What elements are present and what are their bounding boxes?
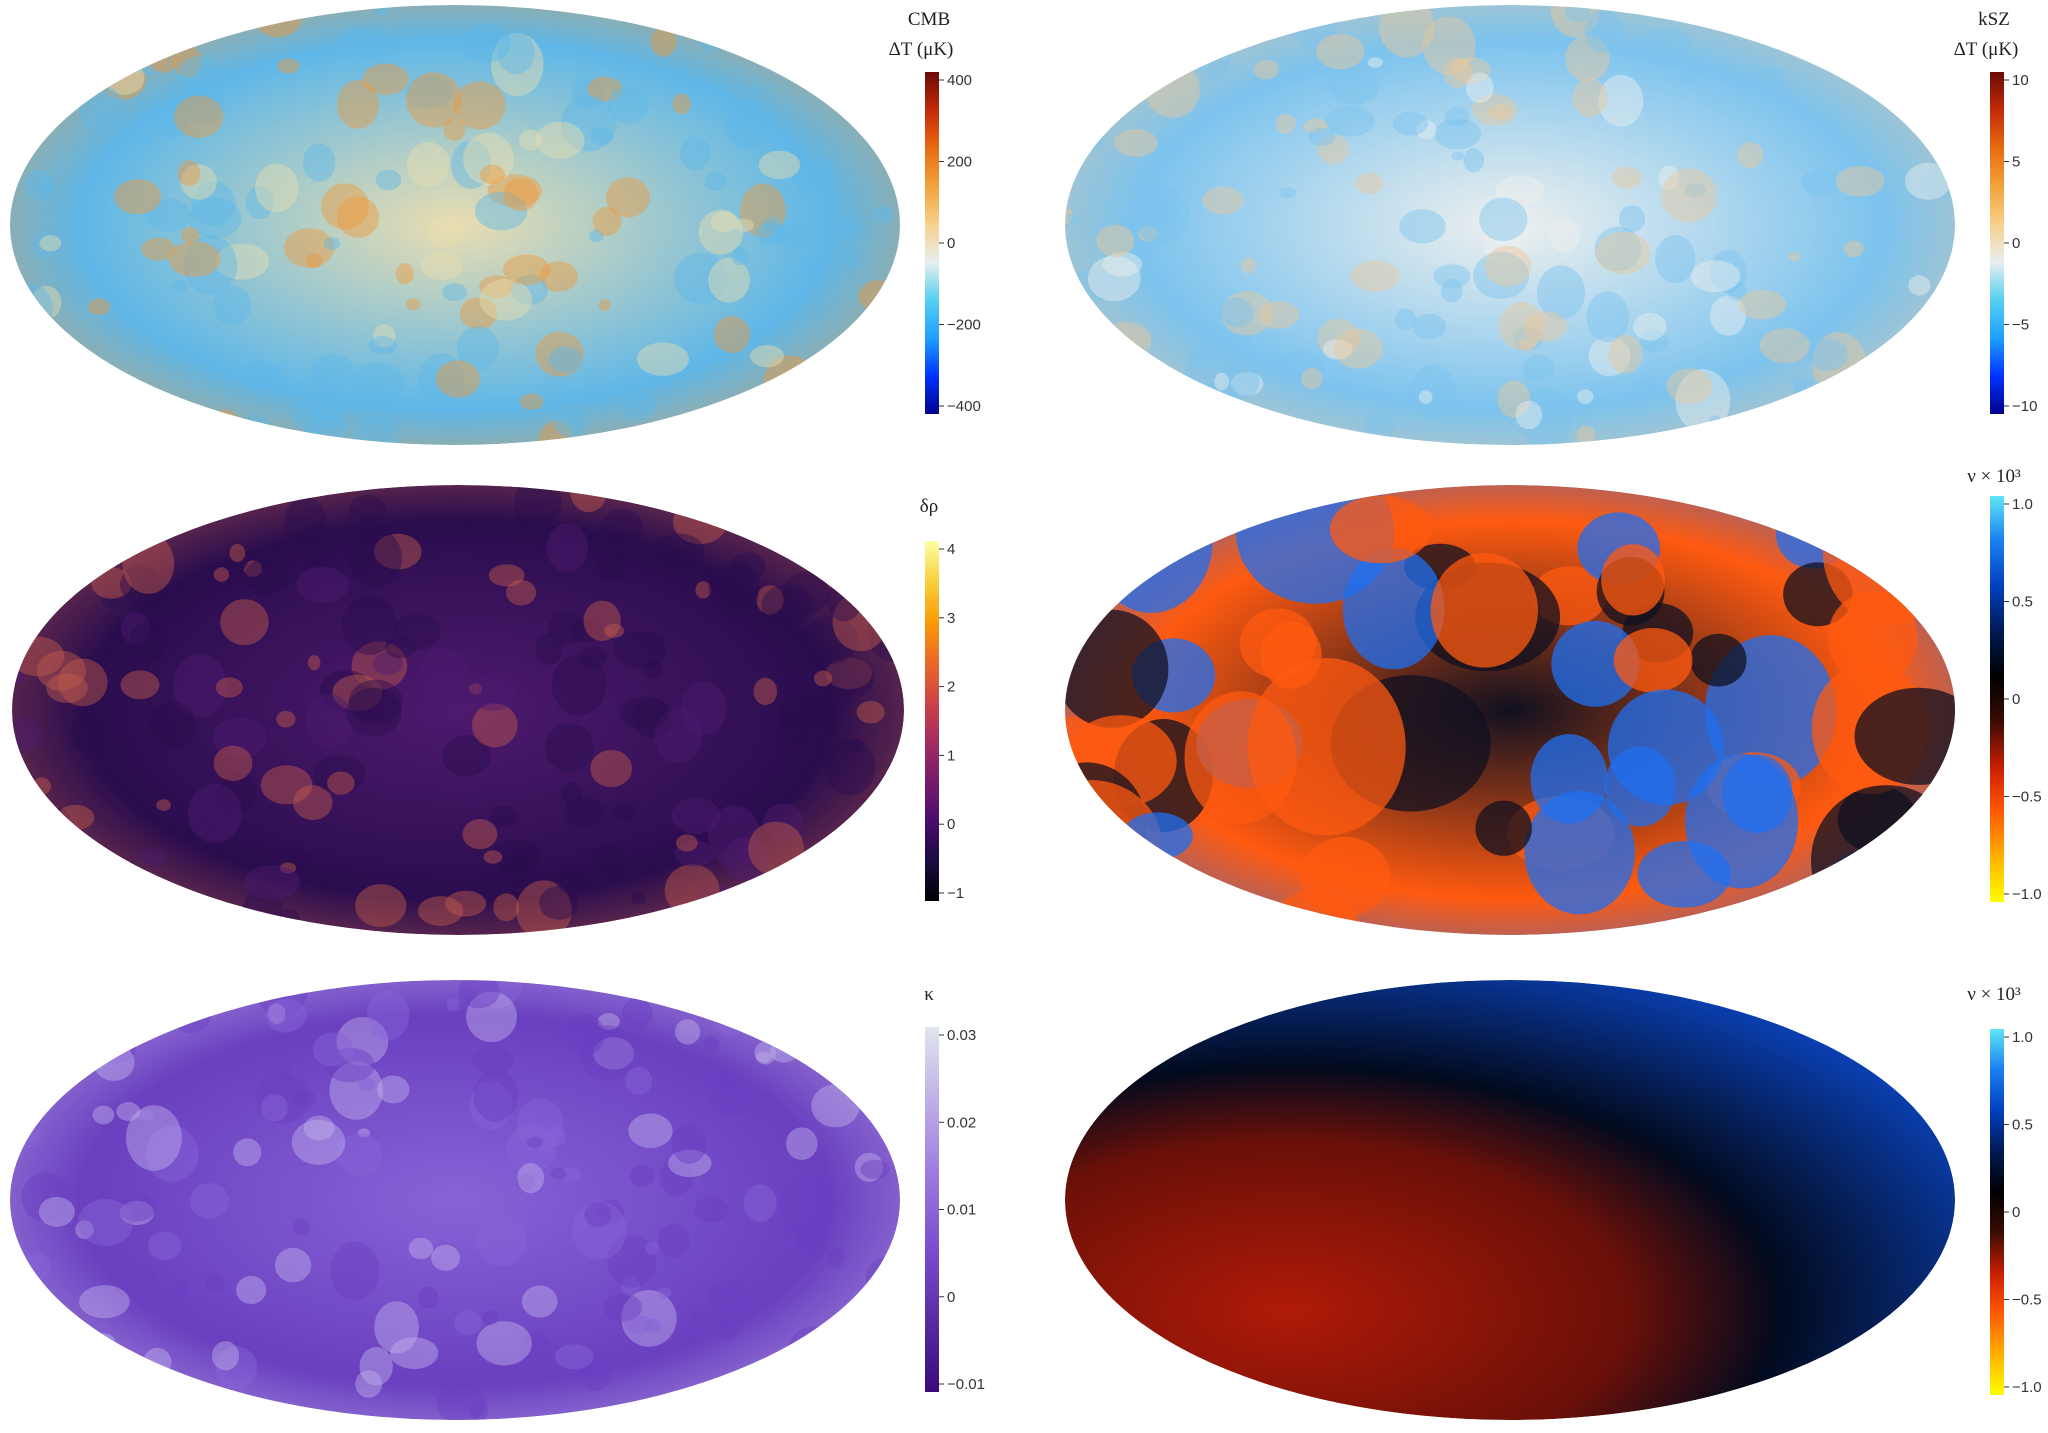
kappa-sky-map bbox=[10, 980, 900, 1420]
nu1-tick-label: 0.5 bbox=[2012, 594, 2033, 611]
ksz-colorbar: kSZ ΔT (μK) 10 5 0 −5 −10 bbox=[1954, 9, 2038, 415]
kappa-tick-label: 0.03 bbox=[947, 1027, 976, 1044]
nu1-tick-label: −1.0 bbox=[2012, 886, 2042, 903]
nu2-tick-label: −1.0 bbox=[2012, 1379, 2042, 1396]
density-sky-map bbox=[12, 485, 904, 935]
nu2-tick-label: 0.5 bbox=[2012, 1117, 2033, 1134]
ksz-tick-label: 10 bbox=[2012, 72, 2029, 89]
ksz-colorbar-unit: ΔT (μK) bbox=[1954, 39, 2019, 60]
density-tick-label: 2 bbox=[947, 679, 955, 696]
cmb-colorbar-unit: ΔT (μK) bbox=[889, 39, 954, 60]
nu2-tick-label: 0 bbox=[2012, 1204, 2020, 1221]
cmb-tick-label: 200 bbox=[947, 154, 972, 171]
nu2-panel: ν × 10³ 1.0 0.5 0 −0.5 −1.0 bbox=[1065, 980, 2042, 1420]
nu2-colorbar: ν × 10³ 1.0 0.5 0 −0.5 −1.0 bbox=[1967, 984, 2041, 1396]
density-tick-label: −1 bbox=[947, 885, 964, 902]
ksz-sky-map bbox=[1065, 5, 1955, 445]
density-panel: δρ 4 3 2 1 0 −1 bbox=[12, 485, 964, 935]
ksz-panel: kSZ ΔT (μK) 10 5 0 −5 −10 bbox=[1065, 5, 2038, 445]
ksz-tick-label: 5 bbox=[2012, 154, 2020, 171]
nu2-tick-label: 1.0 bbox=[2012, 1029, 2033, 1046]
density-colorbar: δρ 4 3 2 1 0 −1 bbox=[920, 496, 964, 902]
nu1-colorbar: ν × 10³ 1.0 0.5 0 −0.5 −1.0 bbox=[1967, 466, 2041, 903]
kappa-tick-label: 0.01 bbox=[947, 1202, 976, 1219]
cmb-tick-label: 400 bbox=[947, 72, 972, 89]
nu1-sky-map bbox=[1065, 485, 1955, 935]
nu1-tick-label: 1.0 bbox=[2012, 496, 2033, 513]
density-tick-label: 0 bbox=[947, 816, 955, 833]
density-tick-label: 3 bbox=[947, 610, 955, 627]
density-tick-label: 1 bbox=[947, 747, 955, 764]
kappa-tick-label: 0 bbox=[947, 1289, 955, 1306]
density-tick-label: 4 bbox=[947, 541, 955, 558]
nu1-colorbar-title: ν × 10³ bbox=[1967, 466, 2021, 487]
nu1-panel: ν × 10³ 1.0 0.5 0 −0.5 −1.0 bbox=[1065, 466, 2042, 935]
cmb-tick-label: 0 bbox=[947, 235, 955, 252]
ksz-colorbar-title: kSZ bbox=[1978, 9, 2010, 30]
ksz-tick-label: 0 bbox=[2012, 235, 2020, 252]
kappa-colorbar: κ 0.03 0.02 0.01 0 −0.01 bbox=[924, 984, 985, 1393]
cmb-panel: CMB ΔT (μK) 400 200 0 −200 −400 bbox=[10, 5, 981, 445]
cmb-colorbar-title: CMB bbox=[908, 9, 950, 30]
cmb-colorbar: CMB ΔT (μK) 400 200 0 −200 −400 bbox=[889, 9, 981, 415]
ksz-tick-label: −10 bbox=[2012, 398, 2037, 415]
kappa-tick-label: −0.01 bbox=[947, 1376, 985, 1393]
nu2-sky-map bbox=[1065, 980, 1955, 1420]
ksz-tick-label: −5 bbox=[2012, 317, 2029, 334]
nu2-colorbar-title: ν × 10³ bbox=[1967, 984, 2021, 1005]
nu2-tick-label: −0.5 bbox=[2012, 1292, 2042, 1309]
cmb-sky-map bbox=[10, 5, 900, 445]
kappa-colorbar-title: κ bbox=[924, 984, 934, 1005]
density-colorbar-title: δρ bbox=[920, 496, 938, 517]
nu1-tick-label: −0.5 bbox=[2012, 789, 2042, 806]
cmb-tick-label: −200 bbox=[947, 317, 981, 334]
nu1-tick-label: 0 bbox=[2012, 691, 2020, 708]
cmb-tick-label: −400 bbox=[947, 398, 981, 415]
kappa-tick-label: 0.02 bbox=[947, 1114, 976, 1131]
kappa-panel: κ 0.03 0.02 0.01 0 −0.01 bbox=[10, 980, 985, 1420]
